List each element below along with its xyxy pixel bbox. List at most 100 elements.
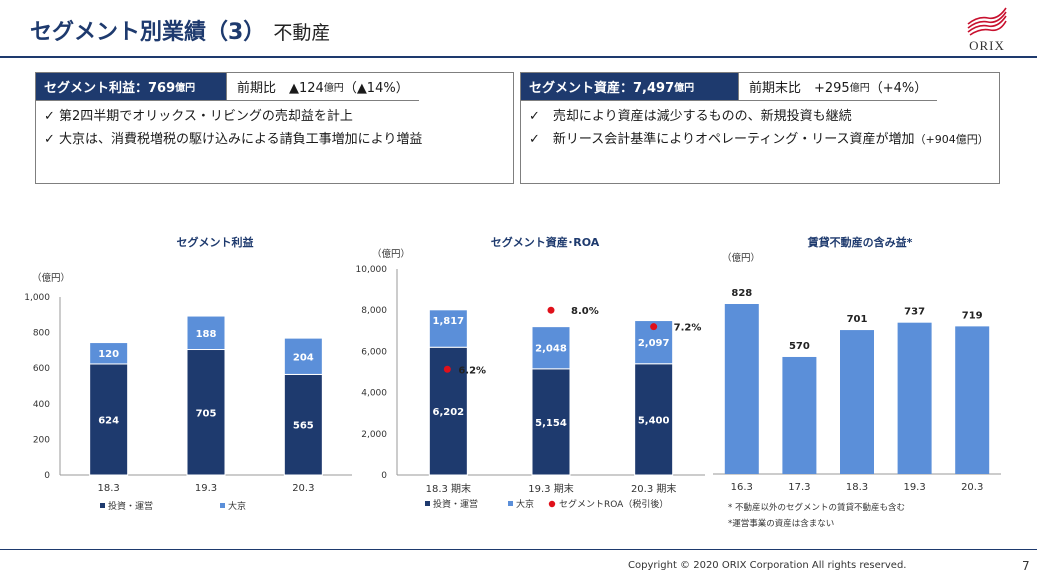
segment-profit-bullets: ✓ 第2四半期でオリックス・リビングの売却益を計上 ✓ 大京は、消費税増税の駆け… (44, 105, 422, 151)
data-label: 5,154 (535, 418, 567, 429)
roa-label: 6.2% (458, 365, 486, 376)
segment-profit-compare: 前期比 ▲124 億円 （▲14%） (226, 73, 419, 100)
data-label: 5,400 (638, 415, 670, 426)
y-tick-label: 2,000 (361, 430, 387, 440)
x-tick-label: 18.3 (846, 482, 868, 493)
x-tick-label: 20.3 期末 (631, 482, 676, 495)
chart3-note-1: * 不動産以外のセグメントの賃貸不動産も含む (728, 503, 905, 513)
chart3-note-2: *運営事業の資産は含まない (728, 519, 835, 529)
title-divider (0, 56, 1037, 58)
segment-assets-compare: 前期末比 +295 億円 （+4%） (738, 73, 937, 100)
roa-label: 7.2% (674, 323, 702, 334)
data-label: 570 (789, 341, 810, 352)
x-tick-label: 18.3 期末 (426, 482, 471, 495)
roa-point (443, 365, 451, 373)
data-label: 1,817 (433, 316, 465, 327)
data-label: 2,048 (535, 344, 567, 355)
segment-assets-bullets: ✓ 売却により資産は減少するものの、新規投資も継続 ✓ 新リース会計基準によりオ… (529, 105, 989, 151)
unrealized-gains-chart: 828 16.3 570 17.3 701 18.3 737 19.3 719 20.3 (713, 288, 1001, 493)
x-tick-label: 19.3 (903, 482, 925, 493)
data-label: 705 (196, 408, 217, 419)
data-label: 204 (293, 352, 314, 363)
bullet-item: ✓ 新リース会計基準によりオペレーティング・リース資産が増加（+904億円） (529, 132, 989, 147)
footer-divider (0, 549, 1037, 550)
data-label: 828 (731, 288, 752, 299)
bar (897, 322, 932, 474)
x-tick-label: 19.3 期末 (528, 482, 573, 495)
bar-segment (531, 368, 571, 476)
legend-swatch (100, 503, 105, 508)
data-label: 565 (293, 421, 314, 432)
orix-logo: ORIX (966, 6, 1008, 53)
y-tick-label: 0 (44, 471, 50, 481)
roa-point (650, 323, 658, 331)
data-label: 2,097 (638, 338, 670, 349)
bar-segment (634, 363, 674, 476)
roa-point (547, 306, 555, 314)
page-number: 7 (1022, 559, 1030, 573)
data-label: 624 (98, 415, 119, 426)
chart3-title: 賃貸不動産の含み益* (807, 236, 913, 249)
y-tick-label: 400 (33, 400, 50, 410)
legend-label: 大京 (516, 498, 534, 510)
x-tick-label: 19.3 (195, 483, 217, 494)
bar-segment (186, 315, 226, 351)
segment-assets-header: セグメント資産：7,497 億円 前期末比 +295 億円 （+4%） (521, 73, 938, 101)
y-tick-label: 1,000 (24, 293, 50, 303)
legend-swatch (220, 503, 225, 508)
bar (782, 356, 817, 474)
bar (955, 326, 990, 474)
y-tick-label: 4,000 (361, 389, 387, 399)
data-label: 120 (98, 349, 119, 360)
bar-segment (531, 326, 571, 370)
copyright: Copyright © 2020 ORIX Corporation All ri… (628, 560, 907, 571)
orix-logo-wave-icon (967, 7, 1007, 36)
chart1-title: セグメント利益 (176, 236, 254, 249)
legend-label: 投資・運営 (108, 500, 153, 512)
bar-segment (89, 363, 129, 476)
segment-profit-header: セグメント利益：769 億円 前期比 ▲124 億円 （▲14%） (36, 73, 419, 101)
chart2-unit: （億円） (372, 249, 411, 260)
data-label: 188 (196, 329, 217, 340)
y-tick-label: 8,000 (361, 306, 387, 316)
chart2-title: セグメント資産･ROA (490, 236, 600, 249)
data-label: 737 (904, 307, 925, 318)
y-tick-label: 10,000 (356, 265, 388, 275)
bar-segment (89, 342, 129, 365)
bullet-item: ✓ 大京は、消費税増税の駆け込みによる請負工事増加により増益 (44, 132, 423, 147)
x-tick-label: 17.3 (788, 482, 810, 493)
data-label: 719 (962, 310, 983, 321)
x-tick-label: 20.3 (961, 482, 983, 493)
y-tick-label: 0 (381, 471, 387, 481)
bar (724, 304, 759, 474)
page-title-main: セグメント別業績（3） (30, 20, 266, 45)
orix-logo-text: ORIX (969, 38, 1005, 53)
segment-assets-roa-chart: 0 2,000 4,000 6,000 8,000 10,000 6,202 1,817 6.2… (356, 265, 705, 510)
page-title-sub: 不動産 (273, 22, 331, 44)
legend-swatch (508, 501, 513, 506)
x-tick-label: 16.3 (731, 482, 753, 493)
segment-assets-label: セグメント資産：7,497 億円 (521, 73, 738, 100)
roa-label: 8.0% (571, 306, 599, 317)
chart1-unit: （億円） (32, 273, 71, 284)
page-title: セグメント別業績（3） 不動産 (30, 14, 330, 46)
segment-profit-label: セグメント利益：769 億円 (36, 73, 226, 100)
legend-swatch (425, 501, 430, 506)
bar-segment (186, 349, 226, 476)
bar-segment (283, 337, 323, 375)
segment-profit-panel: セグメント利益：769 億円 前期比 ▲124 億円 （▲14%） ✓ 第2四半期でオ… (35, 72, 514, 184)
legend-swatch (548, 500, 556, 508)
y-tick-label: 800 (33, 329, 50, 339)
bullet-item: ✓ 第2四半期でオリックス・リビングの売却益を計上 (44, 109, 353, 124)
x-tick-label: 18.3 (98, 483, 120, 494)
bullet-item: ✓ 売却により資産は減少するものの、新規投資も継続 (529, 109, 852, 124)
segment-assets-panel: セグメント資産：7,497 億円 前期末比 +295 億円 （+4%） ✓ 売却により… (520, 72, 1000, 184)
legend-label: 大京 (228, 500, 246, 512)
y-tick-label: 6,000 (361, 347, 387, 357)
data-label: 701 (847, 314, 868, 325)
bar-segment (428, 309, 468, 348)
y-tick-label: 200 (33, 435, 50, 445)
x-tick-label: 20.3 (292, 483, 314, 494)
chart3-unit: （億円） (722, 253, 761, 264)
legend-label: 投資・運営 (433, 498, 478, 510)
